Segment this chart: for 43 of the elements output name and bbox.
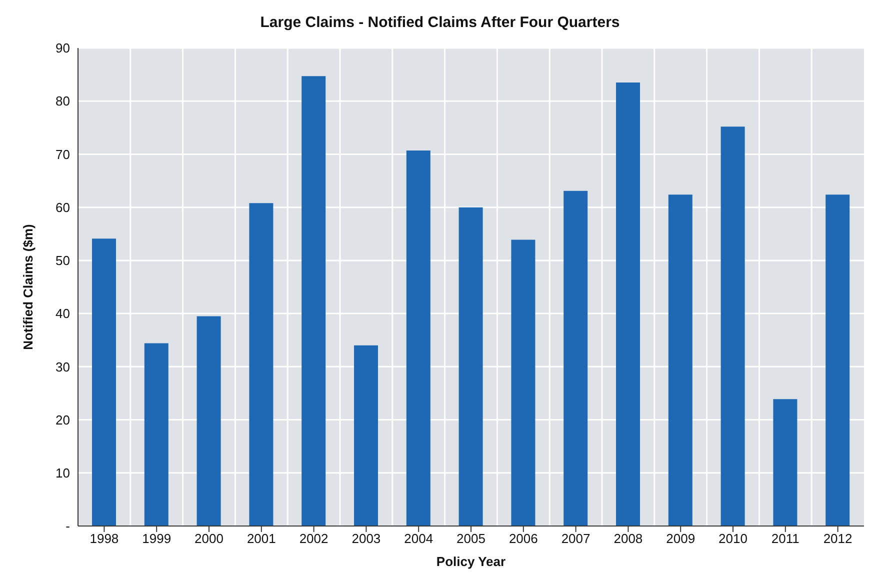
x-tick-label: 1999	[142, 531, 172, 546]
bar	[144, 343, 168, 526]
x-tick-label: 2005	[456, 531, 486, 546]
y-tick-label: 60	[56, 200, 70, 215]
y-tick-label: 50	[56, 253, 70, 268]
bar	[826, 194, 850, 526]
y-tick-label: 20	[56, 412, 70, 428]
bar	[406, 150, 430, 526]
bar	[773, 399, 798, 526]
bar	[564, 190, 588, 526]
chart-title: Large Claims - Notified Claims After Four Quarters	[259, 13, 621, 33]
y-tick-label: 10	[56, 466, 70, 481]
bar	[354, 345, 378, 526]
bar	[92, 238, 116, 526]
y-tick-label: 70	[56, 146, 70, 162]
x-tick-label: 2000	[194, 531, 224, 546]
x-tick-label: 2003	[352, 531, 381, 546]
y-axis-title: Notified Claims ($m)	[20, 224, 36, 350]
bar	[511, 240, 536, 526]
x-tick-label: 2001	[246, 531, 276, 546]
x-tick-label: 2002	[299, 531, 328, 546]
x-tick-label: 2007	[561, 531, 590, 546]
y-tick-label: 90	[56, 40, 70, 56]
bar	[249, 203, 274, 526]
y-tick-label: 40	[56, 306, 70, 322]
x-tick-label: 1998	[90, 531, 119, 546]
x-tick-label: 2009	[666, 531, 696, 546]
x-tick-label: 2011	[771, 531, 800, 546]
x-tick-label: 2004	[404, 531, 434, 546]
bar	[458, 207, 483, 526]
y-tick-label: 30	[56, 359, 70, 374]
x-tick-label: 2012	[823, 531, 852, 546]
y-tick-label: 80	[56, 94, 70, 109]
y-tick-label: -	[66, 518, 70, 534]
bar	[616, 82, 640, 526]
x-tick-label: 2006	[508, 531, 538, 546]
x-tick-label: 2008	[614, 531, 643, 546]
bar	[668, 194, 692, 526]
bar	[302, 76, 326, 526]
x-tick-label: 2010	[718, 531, 748, 546]
x-axis-title: Policy Year	[436, 554, 506, 569]
bar	[196, 316, 221, 526]
bar	[720, 126, 745, 526]
